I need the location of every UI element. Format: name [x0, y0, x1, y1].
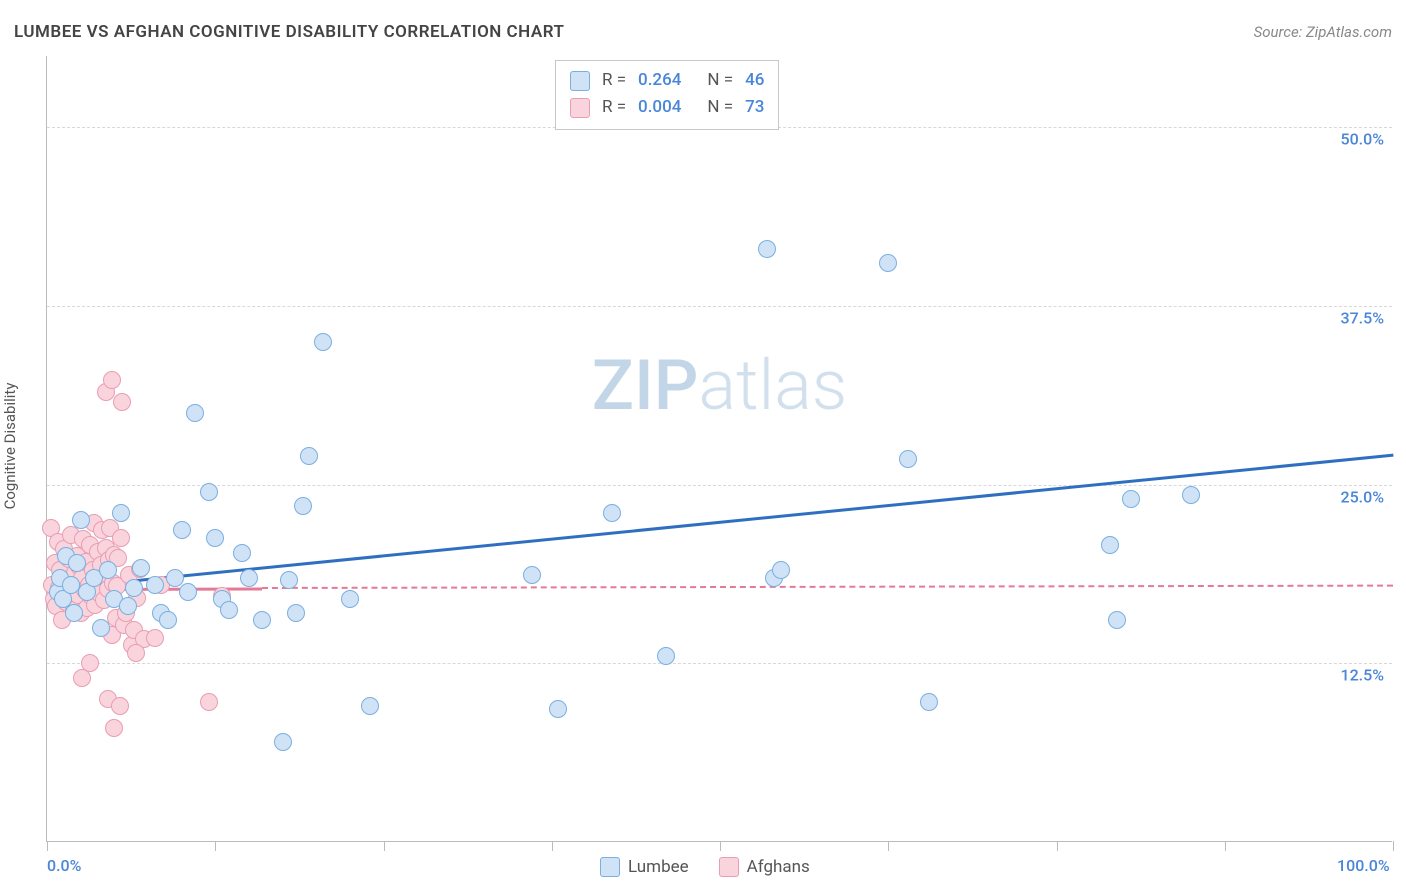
x-tick — [1057, 841, 1058, 851]
scatter-point — [899, 450, 917, 468]
scatter-point — [103, 371, 121, 389]
stat-r-value: 0.264 — [638, 67, 681, 94]
stat-n-label: N = — [707, 94, 733, 121]
y-axis-title: Cognitive Disability — [1, 383, 19, 510]
watermark-thin: atlas — [698, 345, 847, 427]
x-tick — [215, 841, 216, 851]
scatter-point — [300, 447, 318, 465]
scatter-point — [274, 733, 292, 751]
scatter-point — [1182, 486, 1200, 504]
stat-n-label: N = — [707, 67, 733, 94]
scatter-point — [920, 693, 938, 711]
scatter-point — [146, 629, 164, 647]
x-tick-label: 100.0% — [1337, 856, 1390, 875]
stat-n-value: 46 — [745, 67, 764, 94]
x-tick — [552, 841, 553, 851]
scatter-point — [1101, 536, 1119, 554]
x-tick — [47, 841, 48, 851]
scatter-point — [361, 697, 379, 715]
stat-r-label: R = — [602, 94, 626, 121]
y-tick-label: 12.5% — [1340, 666, 1384, 685]
scatter-point — [657, 647, 675, 665]
stat-swatch — [570, 71, 590, 91]
x-tick — [384, 841, 385, 851]
scatter-point — [200, 693, 218, 711]
scatter-point — [173, 521, 191, 539]
scatter-point — [65, 604, 83, 622]
x-tick — [888, 841, 889, 851]
plot-wrapper: ZIPatlas 12.5%25.0%37.5%50.0%0.0%100.0%R… — [46, 56, 1392, 842]
plot-area: ZIPatlas 12.5%25.0%37.5%50.0%0.0%100.0%R… — [46, 56, 1392, 842]
watermark-bold: ZIP — [592, 345, 699, 427]
scatter-point — [294, 497, 312, 515]
scatter-point — [92, 619, 110, 637]
scatter-point — [111, 697, 129, 715]
gridline — [47, 663, 1392, 664]
scatter-point — [603, 504, 621, 522]
scatter-point — [314, 333, 332, 351]
legend-swatch — [600, 857, 620, 877]
x-tick-label: 0.0% — [47, 856, 81, 875]
legend-item: Lumbee — [600, 857, 689, 877]
legend-label: Lumbee — [628, 857, 689, 877]
scatter-point — [105, 719, 123, 737]
legend: Lumbee Afghans — [600, 857, 810, 877]
scatter-point — [127, 644, 145, 662]
scatter-point — [772, 561, 790, 579]
legend-label: Afghans — [747, 857, 810, 877]
y-tick-label: 37.5% — [1340, 309, 1384, 328]
legend-swatch — [719, 857, 739, 877]
scatter-point — [879, 254, 897, 272]
y-tick-label: 25.0% — [1340, 487, 1384, 506]
scatter-point — [240, 569, 258, 587]
stat-swatch — [570, 98, 590, 118]
stat-n-value: 73 — [745, 94, 764, 121]
scatter-point — [68, 554, 86, 572]
legend-item: Afghans — [719, 857, 810, 877]
scatter-point — [341, 590, 359, 608]
scatter-point — [166, 569, 184, 587]
stat-r-value: 0.004 — [638, 94, 681, 121]
scatter-point — [132, 559, 150, 577]
stat-row: R = 0.264 N = 46 — [570, 67, 764, 94]
stat-box: R = 0.264 N = 46 R = 0.004 N = 73 — [555, 60, 779, 130]
scatter-point — [146, 576, 164, 594]
scatter-point — [220, 601, 238, 619]
scatter-point — [280, 571, 298, 589]
scatter-point — [119, 597, 137, 615]
stat-r-label: R = — [602, 67, 626, 94]
scatter-point — [523, 566, 541, 584]
trend-line-dashed — [262, 585, 1393, 589]
x-tick — [1225, 841, 1226, 851]
scatter-point — [81, 654, 99, 672]
scatter-point — [186, 404, 204, 422]
scatter-point — [200, 483, 218, 501]
scatter-point — [112, 504, 130, 522]
scatter-point — [549, 700, 567, 718]
scatter-point — [159, 611, 177, 629]
chart-source: Source: ZipAtlas.com — [1254, 23, 1392, 41]
scatter-point — [99, 561, 117, 579]
x-tick — [720, 841, 721, 851]
scatter-point — [1122, 490, 1140, 508]
scatter-point — [758, 240, 776, 258]
scatter-point — [179, 583, 197, 601]
stat-row: R = 0.004 N = 73 — [570, 94, 764, 121]
scatter-point — [125, 579, 143, 597]
x-tick — [1393, 841, 1394, 851]
scatter-point — [1108, 611, 1126, 629]
scatter-point — [233, 544, 251, 562]
scatter-point — [287, 604, 305, 622]
gridline — [47, 306, 1392, 307]
chart-title: LUMBEE VS AFGHAN COGNITIVE DISABILITY CO… — [14, 22, 564, 42]
watermark: ZIPatlas — [592, 345, 848, 427]
scatter-point — [253, 611, 271, 629]
scatter-point — [206, 529, 224, 547]
scatter-point — [112, 529, 130, 547]
scatter-point — [113, 393, 131, 411]
y-tick-label: 50.0% — [1340, 130, 1384, 149]
scatter-point — [72, 511, 90, 529]
